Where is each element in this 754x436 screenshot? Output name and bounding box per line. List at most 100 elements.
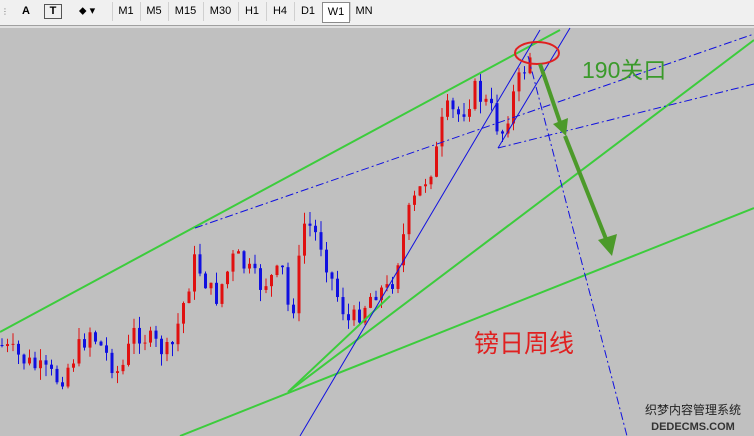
- candle-body: [473, 80, 477, 109]
- timeframe-button[interactable]: M30: [203, 2, 237, 21]
- candle-body: [352, 309, 356, 321]
- candle-body: [435, 146, 438, 177]
- candle-body: [462, 114, 466, 117]
- watermark: 织梦内容管理系统: [645, 402, 741, 417]
- candle-body: [39, 360, 42, 369]
- label-tool[interactable]: T: [44, 4, 62, 19]
- candle-body: [105, 345, 108, 353]
- timeframe-button[interactable]: M1: [112, 2, 139, 21]
- candle-body: [468, 108, 471, 117]
- candle-body: [171, 342, 174, 345]
- candle-body: [220, 284, 224, 304]
- candle-body: [143, 342, 147, 344]
- timeframe-button[interactable]: D1: [294, 2, 321, 21]
- dash-line-2: [497, 83, 754, 149]
- candle-body: [248, 263, 251, 269]
- timeframe-button[interactable]: W1: [322, 2, 350, 23]
- channel-upper: [0, 29, 561, 333]
- channel-lower: [179, 207, 754, 436]
- candle-body: [479, 80, 482, 102]
- candle-body: [182, 303, 185, 324]
- candle-body: [396, 265, 400, 289]
- candle-body: [88, 332, 92, 348]
- candle-body: [424, 184, 427, 187]
- candle-body: [116, 371, 119, 374]
- candle-body: [275, 265, 279, 276]
- candle-body: [61, 382, 64, 387]
- candle-body: [484, 98, 488, 102]
- candle-body: [215, 282, 218, 304]
- timeframe-button[interactable]: M5: [140, 2, 167, 21]
- candle-body: [138, 327, 141, 344]
- candle-body: [363, 307, 367, 323]
- candle-body: [17, 343, 20, 355]
- candle-body: [495, 103, 499, 132]
- candle-body: [127, 343, 130, 365]
- candle-body: [369, 296, 372, 308]
- candle-body: [402, 234, 405, 266]
- caption: 镑日周线: [474, 330, 574, 358]
- arrow-tool[interactable]: ⬥ ▾: [78, 5, 96, 17]
- text-tool[interactable]: A: [22, 5, 30, 17]
- candle-body: [55, 368, 59, 383]
- chart-background: [0, 26, 754, 436]
- candle-body: [204, 273, 207, 289]
- channel-middle: [287, 39, 754, 393]
- timeframe-button[interactable]: M15: [168, 2, 202, 21]
- candle-body: [28, 357, 31, 364]
- candle-body: [193, 254, 196, 292]
- candle-body: [319, 232, 323, 250]
- candle-body: [374, 296, 378, 301]
- candle-body: [198, 254, 202, 274]
- candle-body: [413, 195, 416, 205]
- candle-body: [457, 109, 460, 115]
- candle-body: [33, 357, 37, 369]
- candle-body: [380, 287, 383, 301]
- candle-body: [237, 251, 240, 254]
- candle-body: [264, 286, 268, 290]
- candle-body: [385, 284, 389, 288]
- candle-body: [154, 330, 158, 339]
- candle-body: [451, 100, 455, 110]
- candle-body: [501, 131, 504, 134]
- candle-body: [391, 284, 394, 289]
- grip: ⋮: [1, 7, 9, 16]
- candle-body: [297, 255, 301, 314]
- highlight-circle: [514, 41, 560, 65]
- candle-body: [347, 314, 350, 321]
- toolbar: ⋮ A T ⬥ ▾ M1 M5 M15 M30 H1 H4 D1 W1 MN: [0, 0, 754, 26]
- candle-body: [281, 265, 284, 268]
- candle-body: [336, 278, 339, 298]
- candle-body: [0, 345, 4, 347]
- candle-body: [506, 123, 510, 134]
- candle-body: [418, 186, 422, 196]
- arrow: [538, 63, 617, 256]
- candle-body: [149, 330, 152, 343]
- candle-body: [286, 267, 290, 305]
- candle-body: [226, 271, 229, 285]
- timeframe-button[interactable]: H1: [238, 2, 265, 21]
- candle-body: [176, 323, 180, 345]
- candle-body: [132, 327, 136, 344]
- candle-body: [407, 204, 411, 235]
- timeframe-button[interactable]: H4: [266, 2, 293, 21]
- candle-body: [325, 249, 328, 273]
- candle-body: [22, 354, 26, 364]
- candle-body: [83, 339, 86, 348]
- candle-body: [330, 272, 334, 279]
- candle-body: [66, 367, 70, 387]
- candle-body: [512, 91, 515, 124]
- candle-body: [72, 363, 75, 368]
- chart-area: 190关口 镑日周线 织梦内容管理系统 DEDECMS.COM: [0, 26, 754, 436]
- candle-body: [99, 341, 103, 346]
- candle-body: [11, 343, 15, 345]
- candle-body: [94, 332, 97, 342]
- candle-body: [253, 263, 257, 269]
- candle-body: [121, 364, 125, 372]
- trend-lines: [0, 27, 754, 436]
- candle-body: [259, 268, 262, 290]
- timeframe-button[interactable]: MN: [350, 2, 377, 21]
- candle-body: [110, 352, 114, 374]
- dash-line-1: [194, 33, 754, 229]
